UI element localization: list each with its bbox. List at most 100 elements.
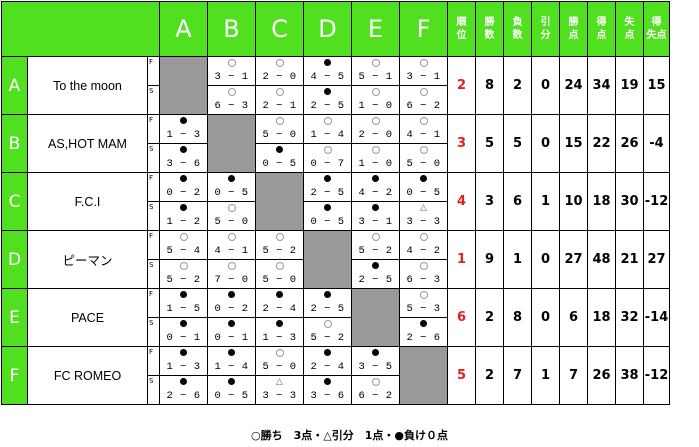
- result-symbol: [160, 233, 207, 242]
- half-label-text: F: [149, 116, 154, 124]
- match-score: 2 − 5: [310, 303, 345, 315]
- loss-dot-icon: [324, 378, 331, 385]
- half-label-text: F: [149, 290, 154, 298]
- win-circle-icon: [275, 88, 284, 96]
- stat-goals-for: 26: [587, 346, 616, 405]
- match-cell: 1 − 0: [351, 143, 400, 173]
- stat-head-top: 勝: [568, 17, 579, 28]
- result-symbol: [400, 233, 447, 242]
- loss-dot-icon: [276, 320, 283, 327]
- win-circle-icon: [227, 204, 236, 212]
- match-score: 3 − 5: [358, 361, 393, 373]
- stat-losses: 6: [503, 172, 532, 231]
- match-cell: 0 − 5: [207, 375, 256, 405]
- stat-head-top: 勝: [484, 17, 495, 28]
- match-cell: 5 − 2: [255, 230, 304, 260]
- stat-head-goals-against: 失点: [615, 1, 644, 57]
- stat-head-bottom: 点: [624, 30, 635, 41]
- win-circle-icon: [227, 233, 236, 241]
- stat-goal-diff: -14: [643, 288, 670, 347]
- win-circle-icon: [275, 233, 284, 241]
- stat-points: 24: [559, 56, 588, 115]
- loss-dot-icon: [420, 320, 427, 327]
- match-score: 1 − 2: [166, 216, 201, 228]
- team-name: To the moon: [27, 56, 148, 115]
- loss-dot-icon: [324, 291, 331, 298]
- match-score: 1 − 0: [358, 158, 393, 170]
- match-cell: 5 − 1: [351, 56, 400, 86]
- result-symbol: [256, 146, 303, 155]
- stat-wins: 2: [475, 288, 504, 347]
- header-blank: [1, 1, 160, 57]
- stat-draws: 1: [531, 172, 560, 231]
- half-label-text: F: [149, 58, 154, 66]
- loss-dot-icon: [180, 378, 187, 385]
- half-label-text: F: [149, 348, 154, 356]
- match-cell: 1 − 3: [255, 317, 304, 347]
- match-cell: 3 − 1: [207, 56, 256, 86]
- stat-goal-diff: -4: [643, 114, 670, 173]
- match-cell: 2 − 4: [255, 288, 304, 318]
- loss-dot-icon: [324, 59, 331, 66]
- win-circle-icon: [419, 262, 428, 270]
- match-score: 5 − 2: [310, 332, 345, 344]
- loss-dot-icon: [228, 349, 235, 356]
- win-circle-icon: [371, 233, 380, 241]
- result-symbol: [352, 117, 399, 126]
- stat-rank: 2: [447, 56, 476, 115]
- result-symbol: [256, 117, 303, 126]
- match-score: 4 − 1: [406, 129, 441, 141]
- team-name: AS,HOT MAM: [27, 114, 148, 173]
- draw-triangle-icon: △: [420, 203, 427, 213]
- match-score: 5 − 2: [166, 274, 201, 286]
- stat-goals-for: 18: [587, 288, 616, 347]
- result-symbol: [304, 117, 351, 126]
- result-symbol: [208, 349, 255, 358]
- win-circle-icon: [419, 146, 428, 154]
- win-circle-icon: [419, 233, 428, 241]
- win-circle-icon: [371, 59, 380, 67]
- match-score: 0 − 5: [310, 216, 345, 228]
- match-score: 6 − 3: [214, 100, 249, 112]
- match-score: 1 − 3: [166, 361, 201, 373]
- loss-dot-icon: [324, 175, 331, 182]
- match-score: 2 − 4: [262, 303, 297, 315]
- match-score: 2 − 5: [310, 187, 345, 199]
- league-table: A B C D E F 順位 勝数 負数 引分 勝点 得点 失点 得失点 A To…: [1, 1, 670, 405]
- loss-dot-icon: [180, 146, 187, 153]
- match-cell: 4 − 5: [303, 56, 352, 86]
- win-circle-icon: [227, 262, 236, 270]
- match-score: 4 − 2: [358, 187, 393, 199]
- match-cell: 1 − 4: [303, 114, 352, 144]
- result-symbol: [160, 378, 207, 387]
- stat-losses: 2: [503, 56, 532, 115]
- result-symbol: [208, 320, 255, 329]
- stat-goals-for: 18: [587, 172, 616, 231]
- match-cell: 2 − 5: [303, 172, 352, 202]
- half-label-text: S: [149, 145, 154, 153]
- win-circle-icon: [227, 59, 236, 67]
- loss-dot-icon: [228, 291, 235, 298]
- match-score: 3 − 6: [166, 158, 201, 170]
- stat-rank: 3: [447, 114, 476, 173]
- match-cell: 2 − 4: [303, 346, 352, 376]
- self-match-cell: [351, 288, 400, 347]
- result-symbol: [400, 175, 447, 184]
- table-row: S 6 − 3 2 − 1 2 − 5 1 − 0 6 − 2: [2, 85, 670, 115]
- win-circle-icon: [323, 320, 332, 328]
- stat-goal-diff: 27: [643, 230, 670, 289]
- stat-points: 27: [559, 230, 588, 289]
- match-cell: 1 − 5: [159, 288, 208, 318]
- result-symbol: [352, 88, 399, 97]
- self-match-cell: [255, 172, 304, 231]
- stat-draws: 0: [531, 56, 560, 115]
- half-label: F: [147, 172, 160, 202]
- match-cell: 1 − 3: [159, 114, 208, 144]
- self-match-cell: [399, 346, 448, 405]
- stat-head-rank: 順位: [447, 1, 476, 57]
- stat-goals-for: 48: [587, 230, 616, 289]
- loss-dot-icon: [372, 262, 379, 269]
- stat-wins: 5: [475, 114, 504, 173]
- match-score: 1 − 3: [262, 332, 297, 344]
